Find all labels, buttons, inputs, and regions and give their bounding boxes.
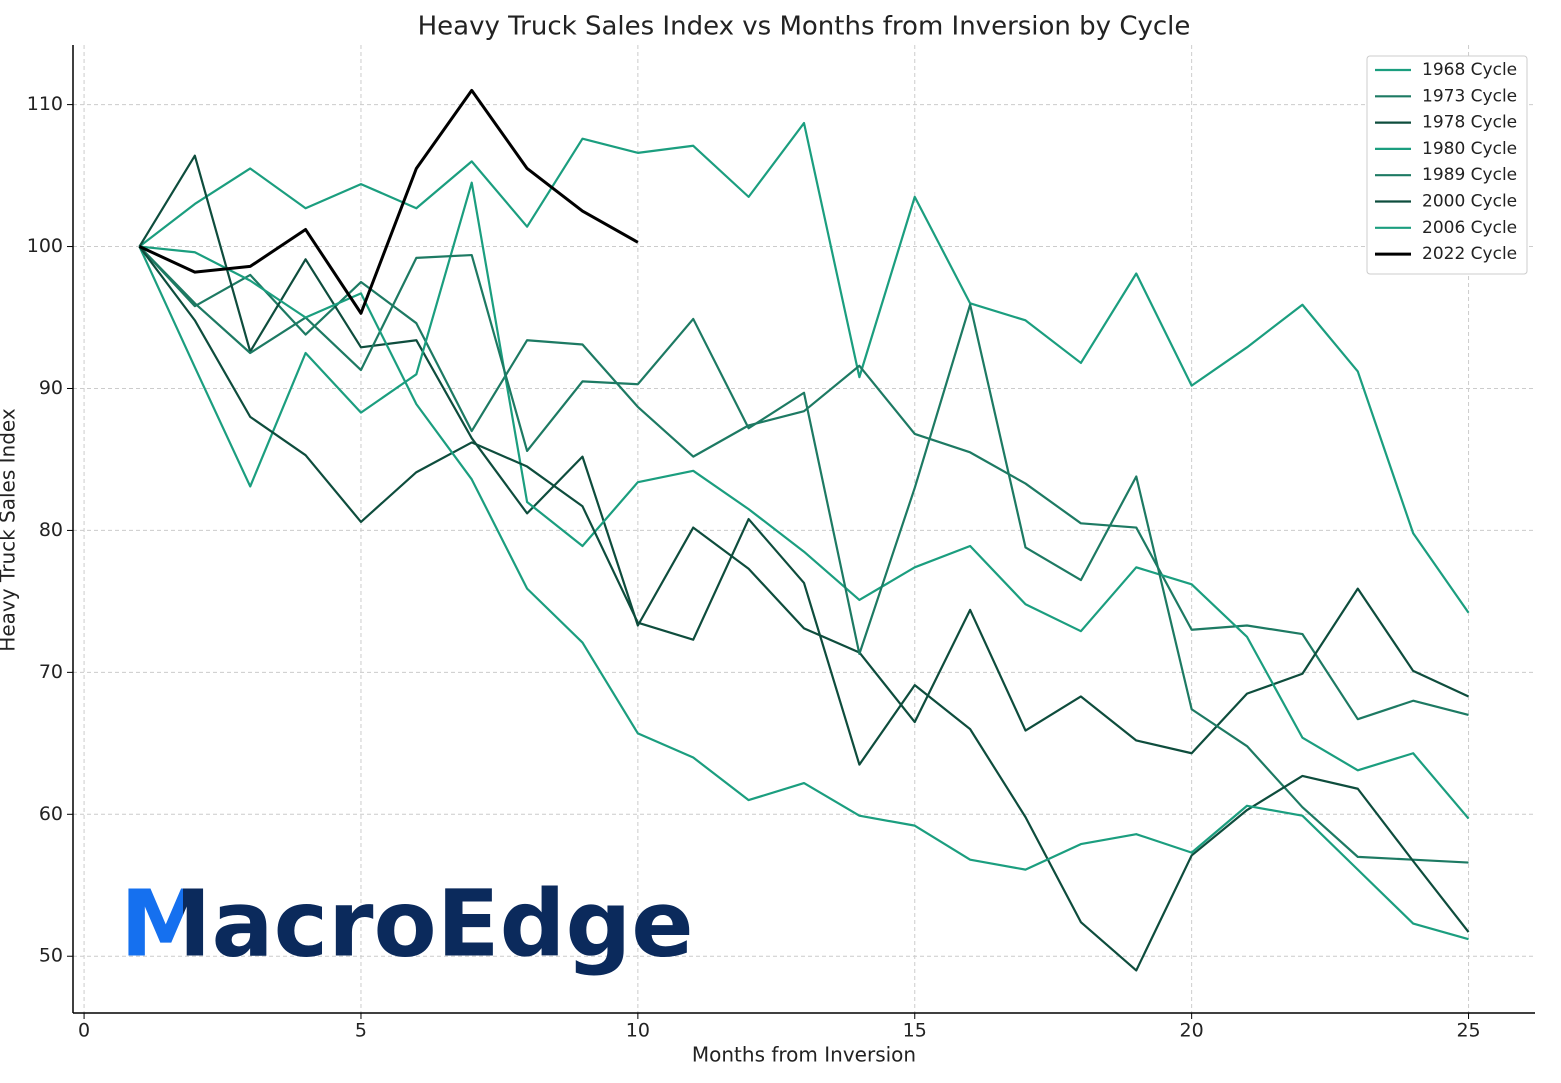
y-tick-label: 90 [39,377,63,399]
legend-label: 1968 Cycle [1422,60,1517,80]
lines [138,88,1470,972]
y-tick-label: 50 [39,945,63,967]
y-axis-label: Heavy Truck Sales Index [0,408,20,652]
series-line [138,88,639,315]
y-tick-label: 70 [39,661,63,683]
legend-label: 1989 Cycle [1422,165,1517,185]
series-line [138,245,1469,721]
chart-title: Heavy Truck Sales Index vs Months from I… [418,12,1191,42]
series-line [138,245,1469,864]
x-tick-label: 10 [626,1020,650,1042]
series-line [138,245,1470,972]
x-tick-label: 15 [903,1020,927,1042]
y-tick-label: 100 [27,235,63,257]
x-tick-label: 20 [1180,1020,1204,1042]
x-tick-label: 0 [78,1020,90,1042]
x-tick-label: 5 [355,1020,367,1042]
legend: 1968 Cycle 1973 Cycle 1978 Cycle 1980 Cycle… [1366,55,1528,275]
series-line [138,121,1470,614]
series-line [139,245,1469,941]
legend-label: 1980 Cycle [1422,139,1517,159]
legend-label: 1978 Cycle [1422,113,1517,133]
legend-box [1366,55,1528,275]
y-tick-label: 80 [39,519,63,541]
x-tick-label: 25 [1456,1020,1480,1042]
legend-label: 2022 Cycle [1422,244,1517,264]
series-line [138,181,1470,820]
legend-label: 1973 Cycle [1422,86,1517,106]
x-axis-label: Months from Inversion [692,1043,916,1067]
y-tick-label: 60 [39,803,63,825]
legend-label: 2000 Cycle [1422,192,1517,212]
series-line [138,154,1470,755]
legend-label: 2006 Cycle [1422,218,1517,238]
watermark: MacroEdge [120,870,694,977]
y-tick-label: 110 [27,93,63,115]
